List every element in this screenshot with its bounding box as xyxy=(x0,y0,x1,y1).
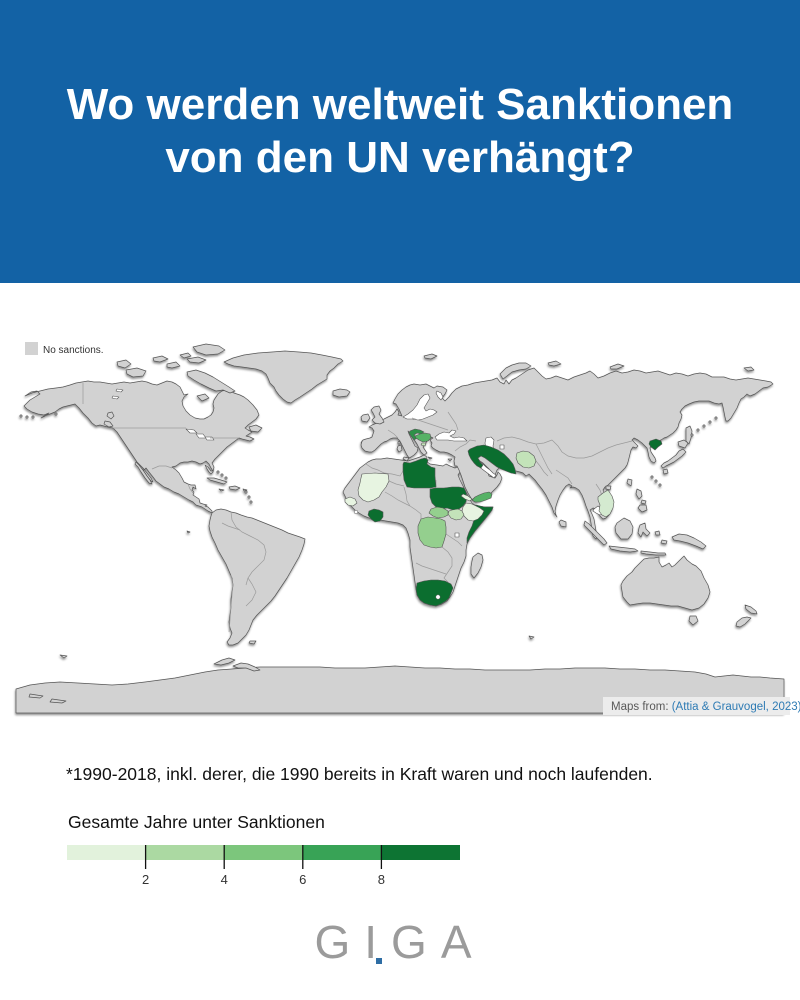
svg-text:2: 2 xyxy=(142,872,149,887)
svg-text:GIGA: GIGA xyxy=(314,916,485,968)
svg-text:Gesamte Jahre unter Sanktionen: Gesamte Jahre unter Sanktionen xyxy=(68,812,325,832)
svg-text:Maps from: (Attia & Grauvogel,: Maps from: (Attia & Grauvogel, 2023) xyxy=(611,701,800,713)
svg-text:8: 8 xyxy=(378,872,385,887)
svg-text:4: 4 xyxy=(221,872,228,887)
svg-text:No sanctions.: No sanctions. xyxy=(43,345,104,356)
svg-text:6: 6 xyxy=(299,872,306,887)
svg-text:*1990-2018, inkl. derer, die 1: *1990-2018, inkl. derer, die 1990 bereit… xyxy=(66,764,653,784)
